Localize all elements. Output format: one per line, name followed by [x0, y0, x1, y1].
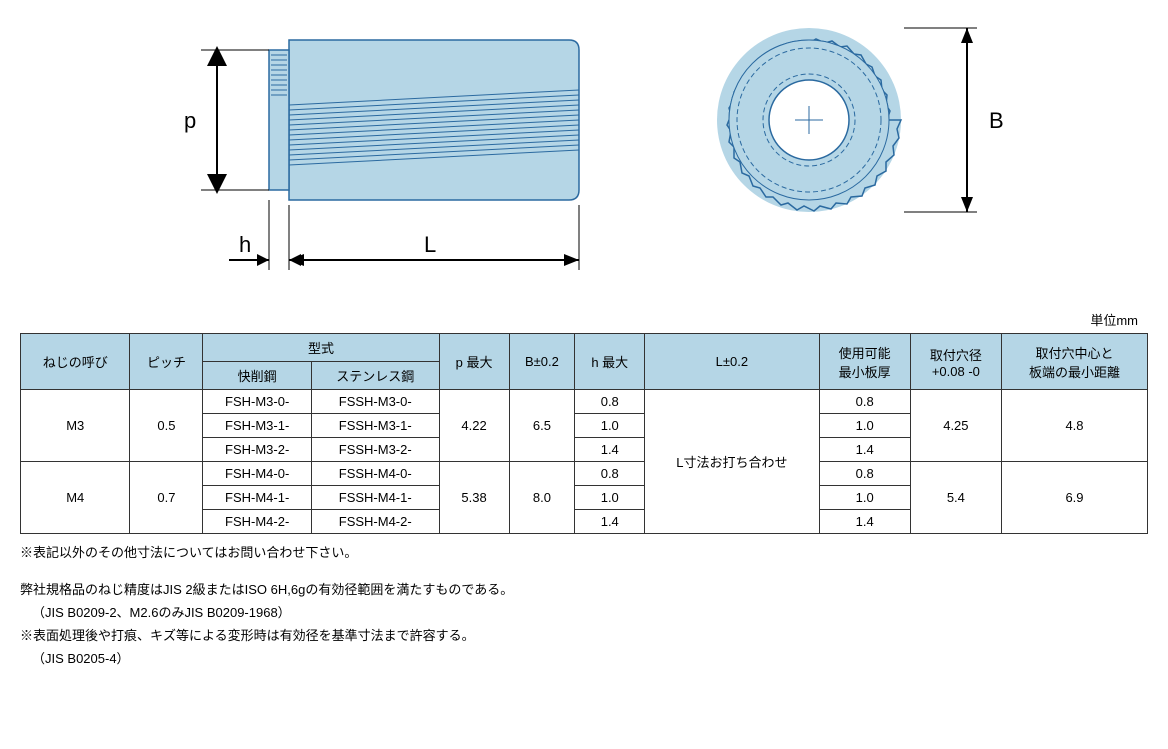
cell-pitch: 0.7: [130, 462, 203, 534]
cell-thick: 1.4: [819, 510, 910, 534]
cell-dist: 6.9: [1001, 462, 1147, 534]
cell-thread: M3: [21, 390, 130, 462]
th-model-sub2: ステンレス鋼: [311, 362, 439, 390]
cell-h: 0.8: [575, 390, 645, 414]
cell-thick: 0.8: [819, 390, 910, 414]
cell-thick: 1.4: [819, 438, 910, 462]
diagram-area: p h L: [20, 20, 1148, 280]
spec-table: ねじの呼び ピッチ 型式 p 最大 B±0.2 h 最大 L±0.2 使用可能 …: [20, 333, 1148, 534]
label-L: L: [424, 232, 436, 257]
cell-thread: M4: [21, 462, 130, 534]
th-holedia: 取付穴径 +0.08 -0: [910, 334, 1001, 390]
unit-label: 単位mm: [20, 310, 1148, 329]
cell-model1: FSH-M3-0-: [203, 390, 311, 414]
th-thread: ねじの呼び: [21, 334, 130, 390]
cell-p: 4.22: [439, 390, 509, 462]
end-view-diagram: B: [679, 20, 1039, 280]
cell-h: 1.0: [575, 486, 645, 510]
cell-model2: FSSH-M4-1-: [311, 486, 439, 510]
cell-hole: 5.4: [910, 462, 1001, 534]
cell-model1: FSH-M3-2-: [203, 438, 311, 462]
note-1: ※表記以外のその他寸法についてはお問い合わせ下さい。: [20, 542, 1148, 561]
cell-b: 6.5: [509, 390, 575, 462]
th-ltol: L±0.2: [645, 334, 819, 390]
cell-model2: FSSH-M4-2-: [311, 510, 439, 534]
cell-thick: 1.0: [819, 414, 910, 438]
th-minthick: 使用可能 最小板厚: [819, 334, 910, 390]
note-5: （JIS B0205-4）: [20, 648, 1148, 667]
th-model: 型式: [203, 334, 439, 362]
th-pitch: ピッチ: [130, 334, 203, 390]
notes-block: ※表記以外のその他寸法についてはお問い合わせ下さい。 弊社規格品のねじ精度はJI…: [20, 542, 1148, 667]
cell-model1: FSH-M3-1-: [203, 414, 311, 438]
cell-model2: FSSH-M3-2-: [311, 438, 439, 462]
cell-h: 1.4: [575, 438, 645, 462]
note-3: （JIS B0209-2、M2.6のみJIS B0209-1968）: [20, 602, 1148, 621]
cell-model1: FSH-M4-2-: [203, 510, 311, 534]
cell-model2: FSSH-M3-1-: [311, 414, 439, 438]
label-h: h: [239, 232, 251, 257]
cell-hole: 4.25: [910, 390, 1001, 462]
side-view-diagram: p h L: [129, 20, 599, 280]
th-btol: B±0.2: [509, 334, 575, 390]
th-hmax: h 最大: [575, 334, 645, 390]
th-pmax: p 最大: [439, 334, 509, 390]
cell-thick: 0.8: [819, 462, 910, 486]
cell-model2: FSSH-M4-0-: [311, 462, 439, 486]
cell-pitch: 0.5: [130, 390, 203, 462]
th-model-sub1: 快削鋼: [203, 362, 311, 390]
cell-lnote: L寸法お打ち合わせ: [645, 390, 819, 534]
cell-h: 0.8: [575, 462, 645, 486]
cell-model1: FSH-M4-1-: [203, 486, 311, 510]
cell-b: 8.0: [509, 462, 575, 534]
th-centerdist: 取付穴中心と 板端の最小距離: [1001, 334, 1147, 390]
note-2: 弊社規格品のねじ精度はJIS 2級またはISO 6H,6gの有効径範囲を満たすも…: [20, 579, 1148, 598]
cell-p: 5.38: [439, 462, 509, 534]
label-B: B: [989, 108, 1004, 133]
cell-model2: FSSH-M3-0-: [311, 390, 439, 414]
cell-model1: FSH-M4-0-: [203, 462, 311, 486]
note-4: ※表面処理後や打痕、キズ等による変形時は有効径を基準寸法まで許容する。: [20, 625, 1148, 644]
cell-thick: 1.0: [819, 486, 910, 510]
label-p: p: [184, 108, 196, 133]
cell-h: 1.4: [575, 510, 645, 534]
cell-h: 1.0: [575, 414, 645, 438]
cell-dist: 4.8: [1001, 390, 1147, 462]
